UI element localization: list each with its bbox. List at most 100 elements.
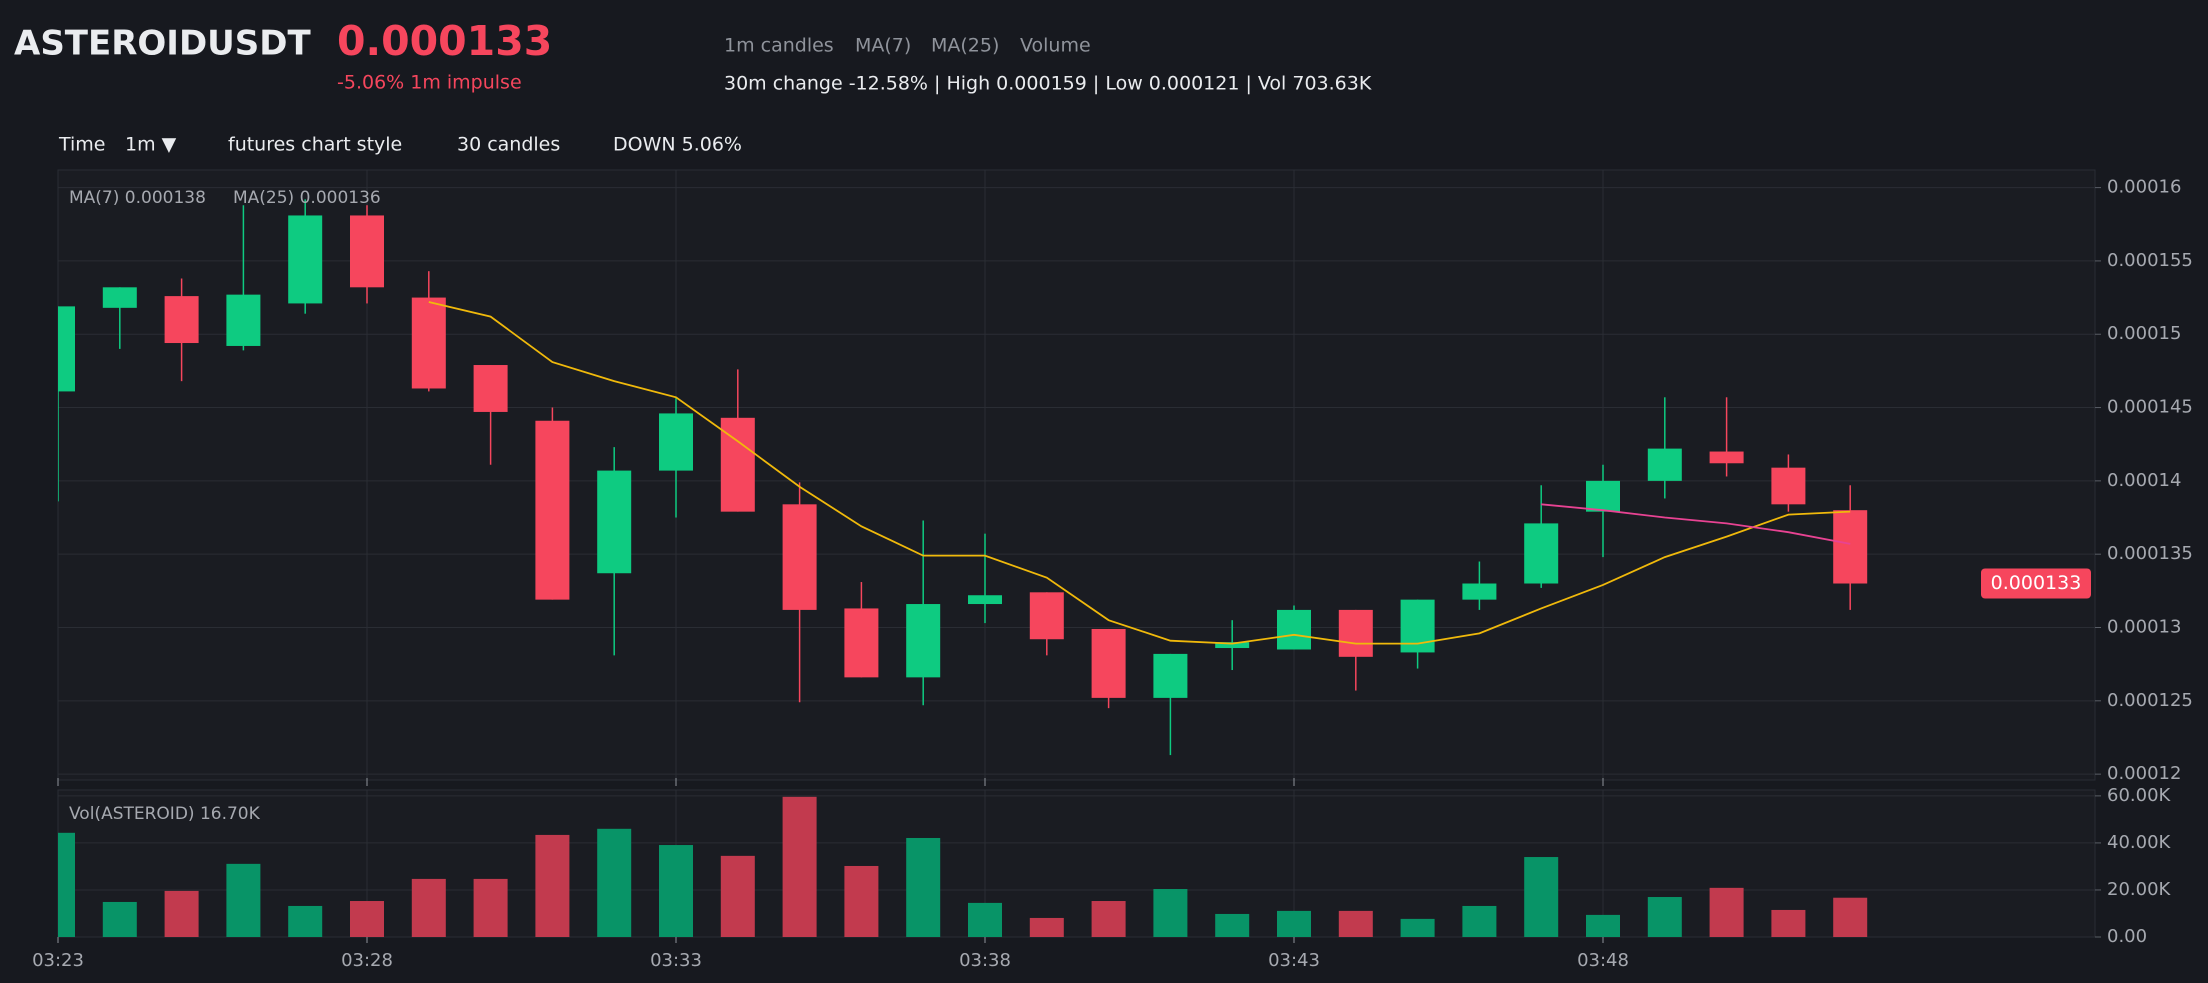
- y-tick-label: 0.00012: [2107, 763, 2181, 784]
- volume-bar: [720, 855, 755, 937]
- x-tick-label: 03:43: [1268, 950, 1320, 971]
- volume-bar: [411, 878, 446, 937]
- last-price-tag: [1981, 568, 2091, 599]
- interval-select[interactable]: 1m ▼: [125, 134, 177, 156]
- candle-body: [1153, 653, 1188, 698]
- candle-body: [411, 297, 446, 389]
- volume-bar: [1338, 910, 1373, 937]
- stats: 30m change -12.58% | High 0.000159 | Low…: [724, 73, 1372, 95]
- direction: DOWN 5.06%: [613, 134, 742, 156]
- legend-volume: Volume: [1020, 35, 1091, 57]
- volume-bar: [1771, 909, 1806, 937]
- candle-body: [535, 420, 570, 600]
- volume-bar: [1647, 897, 1682, 937]
- candle-body: [288, 215, 323, 304]
- candle-body: [844, 608, 879, 678]
- volume-bar: [1524, 857, 1559, 937]
- candle-body: [659, 413, 693, 471]
- candle-body: [1277, 609, 1311, 650]
- volume-bar: [597, 828, 632, 937]
- x-tick-label: 03:23: [32, 950, 84, 971]
- volume-bar: [226, 863, 261, 937]
- ma-line: [428, 301, 1851, 645]
- candle-body: [1029, 592, 1064, 640]
- candle-body: [1709, 451, 1744, 464]
- volume-bar: [782, 796, 817, 937]
- volume-bar: [1277, 910, 1311, 937]
- price: 0.000133: [337, 17, 552, 65]
- legend-ma25: MA(25): [931, 35, 999, 57]
- volume-bar: [968, 902, 1002, 937]
- candle-body: [1462, 583, 1497, 600]
- y-tick-label: 0.000145: [2107, 397, 2193, 418]
- y-tick-label: 0.000125: [2107, 690, 2193, 711]
- chart-style[interactable]: futures chart style: [228, 134, 402, 156]
- volume-bar: [535, 834, 570, 937]
- y-tick-label: 0.000155: [2107, 250, 2193, 271]
- y-tick-label: 0.00016: [2107, 177, 2181, 198]
- candle-body: [1338, 609, 1373, 657]
- y-tick-label: 0.00014: [2107, 470, 2181, 491]
- candle-body: [473, 365, 508, 412]
- volume-bar: [1215, 913, 1250, 937]
- volume-pane: [57, 789, 2096, 938]
- volume-bar: [473, 878, 508, 937]
- last-price-label: 0.000133: [1991, 572, 2082, 594]
- volume-bar: [1091, 901, 1126, 937]
- legend-candles: 1m candles: [724, 35, 834, 57]
- legend-ma7: MA(7): [855, 35, 911, 57]
- volume-bar: [350, 901, 384, 937]
- volume-bar: [102, 901, 137, 937]
- candle-body: [1524, 523, 1559, 584]
- y-tick-label: 60.00K: [2107, 785, 2172, 806]
- candle-body: [1647, 448, 1682, 481]
- volume-bar: [1029, 917, 1064, 937]
- y-tick-label: 0.00: [2107, 926, 2147, 947]
- candle-body: [102, 287, 137, 308]
- candle-body: [1833, 510, 1868, 584]
- candle-body: [1215, 642, 1250, 649]
- volume-bar: [659, 845, 693, 937]
- y-tick-label: 20.00K: [2107, 879, 2172, 900]
- candle-body: [164, 296, 199, 344]
- volume-bar: [288, 905, 323, 937]
- volume-bar: [1586, 914, 1620, 937]
- volume-bar: [1709, 887, 1744, 937]
- candle-body: [1586, 480, 1620, 512]
- y-tick-label: 0.00015: [2107, 323, 2181, 344]
- volume-bar: [1462, 905, 1497, 937]
- candle-body: [1091, 628, 1126, 698]
- candle-body: [350, 215, 384, 288]
- volume-bar: [58, 832, 75, 937]
- y-tick-label: 40.00K: [2107, 832, 2172, 853]
- candle-body: [1771, 467, 1806, 505]
- ma-line: [1541, 503, 1851, 545]
- volume-bar: [1400, 918, 1435, 937]
- candle-body: [968, 595, 1002, 605]
- candle-body: [782, 504, 817, 610]
- volume-bar: [844, 865, 879, 937]
- candle-body: [226, 294, 261, 346]
- price-pane: [57, 169, 2096, 781]
- impulse: -5.06% 1m impulse: [337, 72, 522, 94]
- volume-bar: [1833, 897, 1868, 937]
- ma7-value: MA(7) 0.000138: [69, 188, 206, 208]
- toolbar-time: Time: [58, 134, 106, 156]
- volume-value: Vol(ASTEROID) 16.70K: [69, 804, 261, 824]
- volume-bar: [164, 890, 199, 937]
- symbol: ASTEROIDUSDT: [14, 24, 311, 64]
- x-tick-label: 03:33: [650, 950, 702, 971]
- x-tick-label: 03:38: [959, 950, 1011, 971]
- candle-body: [597, 470, 632, 574]
- volume-bar: [1153, 889, 1188, 937]
- candle-body: [58, 306, 75, 392]
- candle-body: [906, 604, 941, 678]
- ma25-value: MA(25) 0.000136: [233, 188, 381, 208]
- y-tick-label: 0.00013: [2107, 617, 2181, 638]
- x-tick-label: 03:28: [341, 950, 393, 971]
- x-tick-label: 03:48: [1577, 950, 1629, 971]
- y-tick-label: 0.000135: [2107, 543, 2193, 564]
- volume-bar: [906, 837, 941, 937]
- candle-count: 30 candles: [457, 134, 560, 156]
